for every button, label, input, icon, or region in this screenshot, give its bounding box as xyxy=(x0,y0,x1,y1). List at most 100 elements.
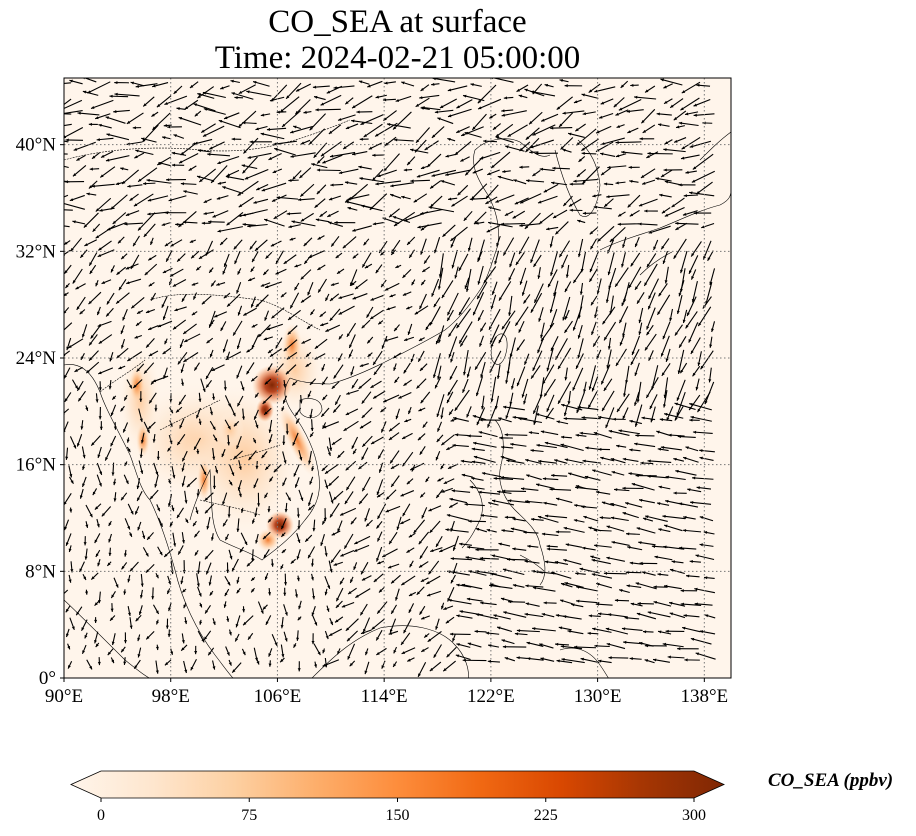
wind-arrowhead xyxy=(636,527,641,531)
wind-arrowhead xyxy=(214,437,218,442)
wind-arrowhead xyxy=(182,589,186,593)
wind-arrowhead xyxy=(449,411,453,416)
wind-arrow xyxy=(473,455,496,463)
wind-arrowhead xyxy=(386,122,391,126)
wind-arrowhead xyxy=(116,354,120,359)
wind-arrowhead xyxy=(631,482,636,486)
wind-arrowhead xyxy=(262,606,267,610)
wind-arrowhead xyxy=(233,332,237,336)
wind-arrowhead xyxy=(613,103,618,108)
wind-arrowhead xyxy=(255,127,259,131)
wind-arrowhead xyxy=(288,316,292,320)
wind-arrowhead xyxy=(237,192,242,196)
wind-arrowhead xyxy=(263,535,267,540)
wind-arrowhead xyxy=(265,285,269,289)
wind-arrowhead xyxy=(673,491,677,495)
wind-arrowhead xyxy=(499,436,503,440)
wind-arrowhead xyxy=(344,181,349,185)
wind-arrowhead xyxy=(530,309,534,313)
wind-arrow xyxy=(218,119,241,129)
wind-arrowhead xyxy=(664,412,668,416)
wind-arrowhead xyxy=(137,497,140,502)
wind-arrowhead xyxy=(308,460,312,464)
wind-arrowhead xyxy=(496,375,500,379)
wind-arrowhead xyxy=(232,669,236,673)
wind-arrowhead xyxy=(236,445,240,449)
wind-arrowhead xyxy=(420,578,425,582)
wind-arrowhead xyxy=(450,358,454,363)
wind-arrowhead xyxy=(361,400,365,404)
wind-arrowhead xyxy=(413,529,417,534)
wind-arrowhead xyxy=(72,173,77,177)
wind-arrow xyxy=(460,126,484,137)
wind-arrowhead xyxy=(370,316,374,320)
wind-arrowhead xyxy=(338,171,343,175)
wind-arrowhead xyxy=(512,215,517,219)
wind-arrowhead xyxy=(403,168,408,172)
wind-arrowhead xyxy=(577,253,581,258)
wind-arrowhead xyxy=(406,480,411,485)
wind-arrowhead xyxy=(283,592,287,596)
wind-arrowhead xyxy=(576,409,580,414)
wind-arrowhead xyxy=(378,455,382,459)
wind-arrowhead xyxy=(267,508,271,513)
wind-arrowhead xyxy=(610,458,615,461)
wind-arrowhead xyxy=(421,616,425,620)
wind-arrowhead xyxy=(429,529,433,533)
wind-arrowhead xyxy=(622,486,626,490)
wind-arrowhead xyxy=(589,268,593,273)
wind-arrowhead xyxy=(465,172,469,176)
wind-arrowhead xyxy=(406,306,410,310)
wind-arrowhead xyxy=(377,515,381,520)
wind-arrowhead xyxy=(598,612,602,616)
wind-arrowhead xyxy=(445,154,449,158)
wind-arrowhead xyxy=(690,350,694,355)
wind-arrowhead xyxy=(490,398,494,403)
wind-arrow xyxy=(478,491,500,495)
wind-arrowhead xyxy=(211,283,215,287)
wind-arrowhead xyxy=(329,569,333,573)
wind-arrowhead xyxy=(544,393,548,397)
wind-arrowhead xyxy=(395,265,399,268)
wind-arrowhead xyxy=(134,665,138,669)
wind-arrowhead xyxy=(152,126,156,130)
wind-arrow xyxy=(501,110,527,117)
wind-arrowhead xyxy=(356,110,360,114)
wind-arrowhead xyxy=(183,330,187,334)
wind-arrowhead xyxy=(162,270,167,273)
wind-arrowhead xyxy=(680,602,685,606)
wind-arrowhead xyxy=(564,288,568,293)
wind-arrow xyxy=(546,548,567,551)
wind-arrowhead xyxy=(440,465,444,470)
wind-arrowhead xyxy=(246,90,250,94)
wind-arrowhead xyxy=(410,148,414,152)
wind-arrowhead xyxy=(704,614,709,618)
wind-arrowhead xyxy=(495,136,500,140)
wind-arrowhead xyxy=(227,442,231,446)
wind-arrowhead xyxy=(648,295,652,300)
wind-arrowhead xyxy=(172,474,176,479)
wind-arrowhead xyxy=(330,183,334,187)
wind-arrow xyxy=(686,296,697,317)
wind-arrowhead xyxy=(604,203,608,207)
wind-arrowhead xyxy=(439,105,444,108)
wind-arrow xyxy=(502,406,525,411)
wind-arrowhead xyxy=(683,194,687,198)
wind-arrowhead xyxy=(281,533,285,537)
wind-arrowhead xyxy=(689,402,693,406)
wind-arrowhead xyxy=(140,470,144,474)
wind-arrowhead xyxy=(127,612,131,617)
wind-arrowhead xyxy=(272,170,277,173)
wind-arrowhead xyxy=(505,380,509,384)
wind-arrowhead xyxy=(209,411,213,416)
wind-arrowhead xyxy=(428,206,432,210)
latitude-axis: 0°8°N16°N24°N32°N40°N xyxy=(16,135,64,689)
wind-arrowhead xyxy=(297,668,301,672)
wind-arrowhead xyxy=(393,663,397,667)
wind-arrowhead xyxy=(146,429,150,433)
wind-arrow xyxy=(498,321,511,344)
wind-arrowhead xyxy=(564,458,569,462)
wind-arrowhead xyxy=(635,582,640,586)
wind-arrowhead xyxy=(190,666,194,671)
wind-arrowhead xyxy=(674,332,678,336)
